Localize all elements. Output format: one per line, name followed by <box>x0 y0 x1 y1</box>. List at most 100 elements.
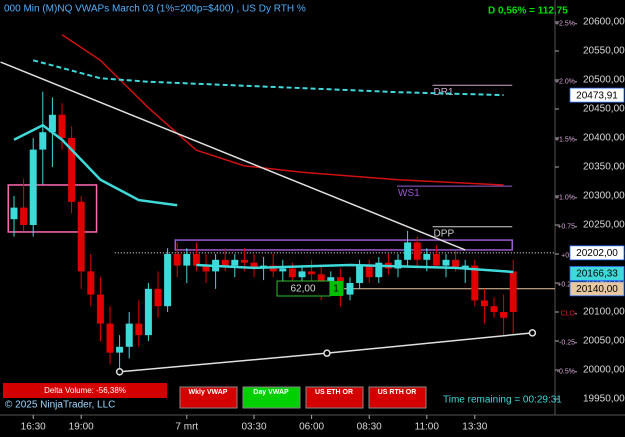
x-tick-label: 06:00 <box>299 422 324 433</box>
y-tick-label: 19950,00 <box>583 394 625 405</box>
candle-body <box>413 242 421 260</box>
indicator-line <box>32 59 504 97</box>
y2-tick-label: CLO <box>561 311 576 318</box>
candle-body <box>20 207 28 225</box>
candle-body <box>471 265 479 301</box>
candle-body <box>423 254 431 260</box>
candle-body <box>164 254 172 307</box>
x-tick-label: 16:30 <box>21 422 46 433</box>
candle-body <box>192 254 200 266</box>
candle-body <box>240 259 248 263</box>
y-tick-label: 20500,00 <box>583 75 625 86</box>
y2-tick-label: +0.5 <box>561 253 575 260</box>
candle-body <box>356 265 364 283</box>
candle-body <box>231 259 239 266</box>
indicator-line <box>61 34 504 186</box>
copyright: © 2025 NinjaTrader, LLC <box>5 400 115 411</box>
y2-tick-label: +2.5% <box>555 21 575 28</box>
toggle-button-label[interactable]: US ETH OR <box>315 389 353 396</box>
candle-body <box>365 265 373 278</box>
candle-body <box>279 268 287 272</box>
candle-body <box>125 323 133 347</box>
candle-body <box>10 207 18 220</box>
y-tick-label: 20450,00 <box>583 104 625 115</box>
candle-body <box>375 262 383 278</box>
order-count: 1 <box>333 284 339 295</box>
x-tick-label: 19:00 <box>69 422 94 433</box>
toggle-button-label[interactable]: US RTH OR <box>378 389 417 396</box>
price-marker <box>569 281 625 297</box>
candle-body <box>116 346 124 353</box>
candle-body <box>250 262 258 269</box>
order-count-box[interactable] <box>330 281 343 296</box>
delta-volume: Delta Volume: -56,38% <box>44 386 126 395</box>
candle-body <box>29 149 37 225</box>
price-marker-label: 20202,00 <box>576 248 618 259</box>
x-tick-label: 11:00 <box>415 422 440 433</box>
y2-tick-label: +0.25 <box>557 282 575 289</box>
y2-tick-label: +2.0% <box>555 79 575 86</box>
price-marker <box>569 87 625 103</box>
line-anchor <box>528 329 537 337</box>
x-tick-label: 08:30 <box>357 422 382 433</box>
toggle-button-label[interactable]: Wkly VWAP <box>189 389 228 396</box>
candle-body <box>288 268 296 278</box>
toggle-button[interactable] <box>242 386 301 409</box>
candle-body <box>308 271 316 275</box>
price-marker <box>569 266 625 281</box>
candle-body <box>490 306 498 312</box>
price-marker <box>569 245 625 261</box>
line-anchor <box>115 367 124 376</box>
candle-body <box>394 259 402 269</box>
chart-title: 000 Min (M)NQ VWAPs March 03 (1%=200p=$4… <box>4 4 306 15</box>
pivot-label: DPP <box>434 228 455 239</box>
candle-body <box>452 259 460 269</box>
candle-body <box>173 254 181 266</box>
candle-body <box>509 271 517 312</box>
indicator-line <box>0 61 466 251</box>
price-marker-label: 20473,91 <box>576 90 618 101</box>
candle-body <box>87 271 95 295</box>
candle-body <box>461 265 469 269</box>
y-tick-label: 20550,00 <box>583 46 625 57</box>
y-tick-label: 20050,00 <box>583 336 625 347</box>
candle-body <box>480 300 488 307</box>
zone <box>174 239 513 251</box>
candle-body <box>298 271 306 278</box>
candle-body <box>221 259 229 266</box>
order-quantity: 62,00 <box>290 284 315 295</box>
y-tick-label: 20400,00 <box>583 133 625 144</box>
candle-body <box>404 242 412 260</box>
candle-body <box>144 288 152 336</box>
candle-body <box>346 283 354 295</box>
candle-body <box>58 114 66 138</box>
y2-tick-label: -0.25 <box>559 340 575 347</box>
toggle-button[interactable] <box>305 386 364 409</box>
x-tick-label: 03:30 <box>241 422 266 433</box>
y2-tick-label: -0.5% <box>557 369 575 376</box>
line-anchor <box>323 349 331 357</box>
candle-body <box>135 323 143 336</box>
y-tick-label: 20000,00 <box>583 365 625 376</box>
y-tick-label: 20300,00 <box>583 191 625 202</box>
candle-body <box>77 201 85 272</box>
toggle-button[interactable] <box>179 386 238 409</box>
pivot-label: WS1 <box>398 188 420 199</box>
indicator-line <box>13 123 514 274</box>
candle-body <box>202 265 210 272</box>
toggle-button[interactable] <box>368 386 427 409</box>
y2-tick-label: +1.5% <box>555 137 575 144</box>
price-marker-label: 20140,00 <box>576 284 618 295</box>
candle-body <box>183 254 191 266</box>
delta-volume-box <box>3 383 167 398</box>
candle-body <box>48 114 56 133</box>
summary: D 0,56% = 112,75 <box>488 6 568 17</box>
y-tick-label: 20250,00 <box>583 220 625 231</box>
y-tick-label: 20600,00 <box>583 17 625 28</box>
toggle-button-label[interactable]: Day VWAP <box>253 389 289 396</box>
candle-body <box>154 288 162 307</box>
x-tick-label: 13:30 <box>462 422 487 433</box>
candle-body <box>500 312 508 318</box>
candle-body <box>442 259 450 266</box>
